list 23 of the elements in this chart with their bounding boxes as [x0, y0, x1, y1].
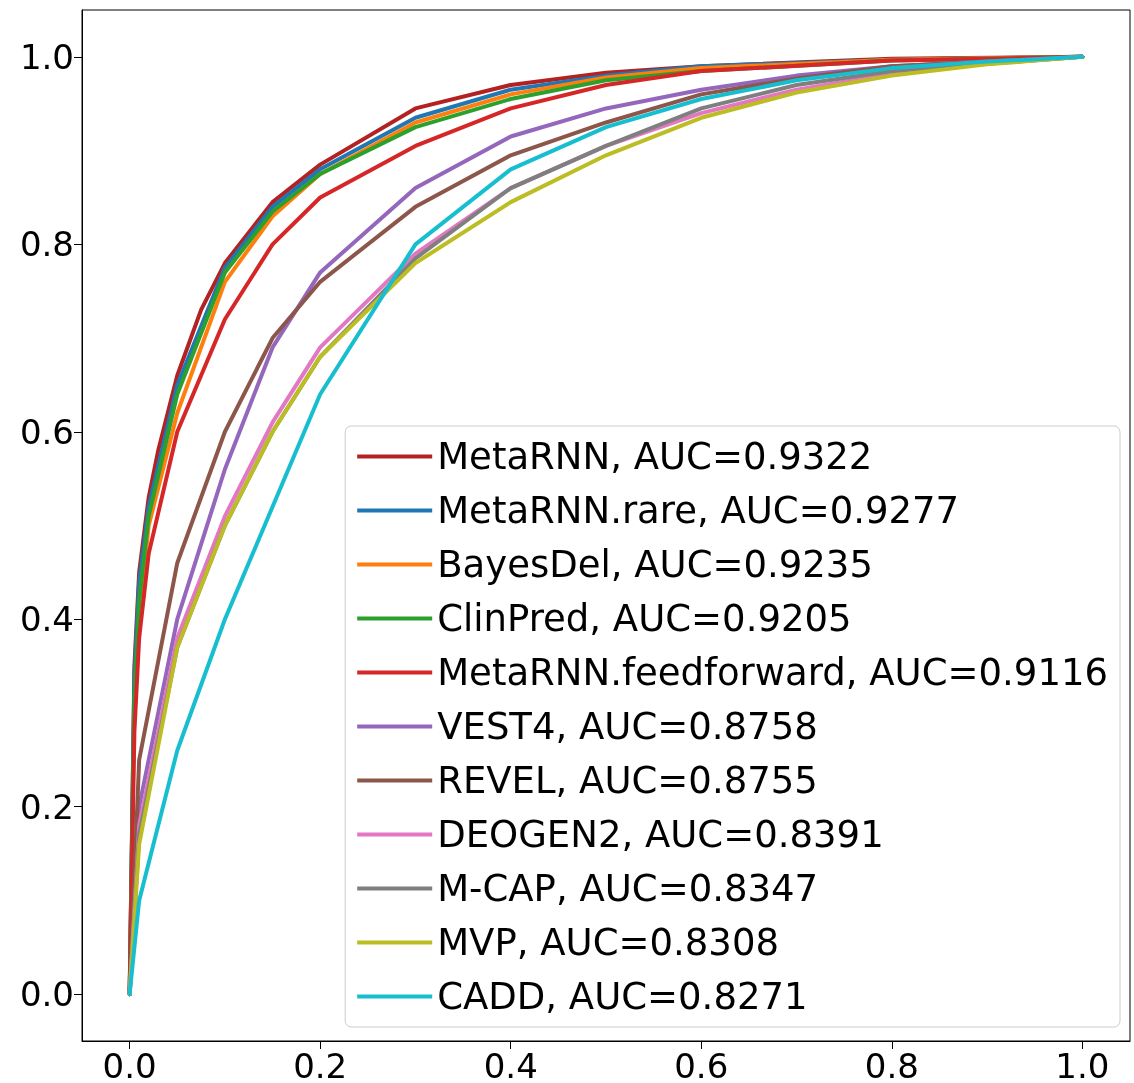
legend-label: BayesDel, AUC=0.9235 — [437, 543, 873, 586]
y-tick-label: 0.6 — [19, 411, 74, 452]
legend-label: ClinPred, AUC=0.9205 — [437, 597, 852, 640]
y-tick-label: 0.8 — [19, 224, 74, 265]
legend-label: MVP, AUC=0.8308 — [437, 921, 779, 964]
legend-label: CADD, AUC=0.8271 — [437, 975, 808, 1018]
x-tick-label: 0.8 — [864, 1046, 919, 1083]
legend-label: VEST4, AUC=0.8758 — [437, 705, 818, 748]
y-tick-label: 0.4 — [19, 599, 74, 640]
legend-label: M-CAP, AUC=0.8347 — [437, 867, 819, 910]
x-tick-label: 1.0 — [1055, 1046, 1110, 1083]
y-tick-label: 0.0 — [19, 974, 74, 1015]
legend-label: MetaRNN, AUC=0.9322 — [437, 435, 873, 478]
y-tick-label: 0.2 — [19, 786, 74, 827]
legend-label: MetaRNN.feedforward, AUC=0.9116 — [437, 651, 1109, 694]
y-tick-label: 1.0 — [19, 36, 74, 77]
x-tick-label: 0.0 — [102, 1046, 157, 1083]
x-tick-label: 0.2 — [293, 1046, 348, 1083]
legend-label: MetaRNN.rare, AUC=0.9277 — [437, 489, 960, 532]
x-tick-label: 0.6 — [674, 1046, 729, 1083]
legend-label: DEOGEN2, AUC=0.8391 — [437, 813, 884, 856]
x-tick-label: 0.4 — [483, 1046, 538, 1083]
legend-label: REVEL, AUC=0.8755 — [437, 759, 818, 802]
